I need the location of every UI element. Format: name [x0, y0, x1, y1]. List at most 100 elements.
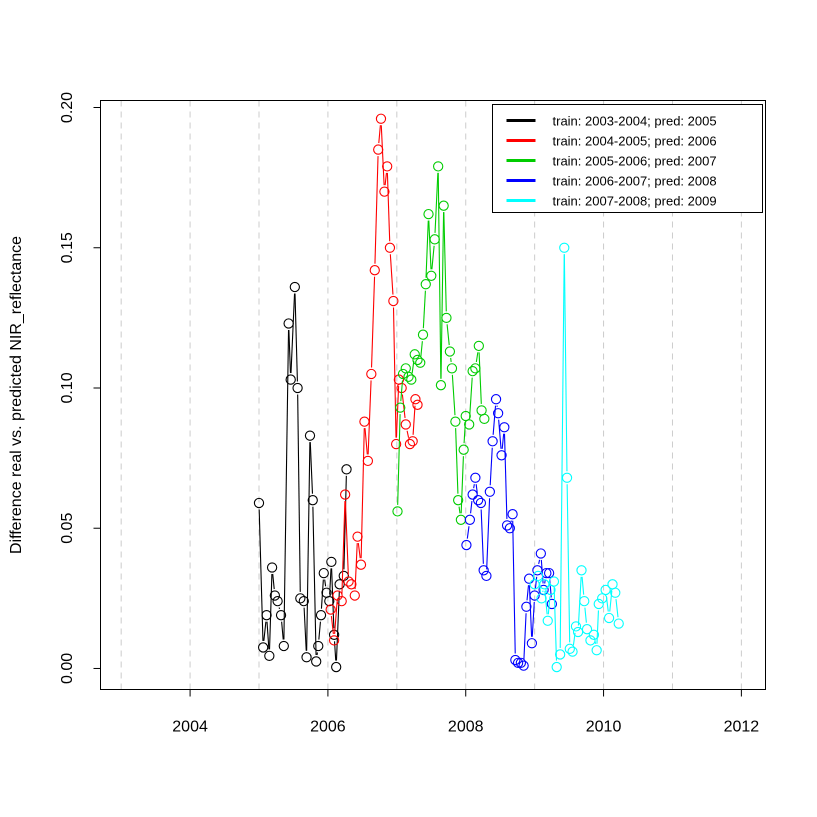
series-line-segment	[258, 509, 264, 641]
data-point	[390, 438, 402, 450]
series-line-segment	[297, 394, 301, 592]
data-point	[610, 587, 621, 598]
data-point	[295, 593, 306, 604]
x-tick-label: 2010	[586, 719, 622, 736]
series-line-segment	[470, 500, 473, 514]
data-point	[415, 357, 426, 368]
data-point	[603, 612, 615, 624]
data-point	[539, 579, 550, 590]
data-point	[261, 610, 272, 621]
series-line-segment	[489, 447, 493, 486]
data-point	[326, 556, 337, 568]
series-line-segment	[431, 245, 435, 270]
series-line-segment	[498, 419, 502, 449]
data-point	[331, 661, 342, 673]
series-line-segment	[397, 414, 401, 505]
series-line-segment	[566, 484, 571, 643]
series-line-segment	[455, 428, 459, 494]
data-point	[403, 371, 414, 382]
series-line-segment	[434, 172, 439, 233]
data-point	[307, 495, 318, 506]
series-line-segment	[389, 254, 394, 295]
series-line-segment	[559, 254, 565, 648]
data-point	[554, 649, 566, 660]
series-line-segment	[266, 621, 270, 650]
data-point	[512, 657, 524, 669]
data-point	[492, 408, 504, 419]
data-point	[464, 419, 475, 430]
data-point	[532, 565, 543, 576]
data-point	[464, 514, 476, 525]
series-line-segment	[615, 599, 619, 618]
data-point	[388, 295, 399, 307]
x-axis: 2004 2006 2008 2010 2012	[172, 689, 760, 736]
series-line-segment	[343, 475, 347, 570]
data-point	[407, 436, 418, 447]
data-point	[576, 565, 587, 576]
data-point	[346, 579, 357, 590]
data-point	[444, 346, 456, 357]
data-point	[266, 562, 278, 573]
series-line-segment	[425, 220, 429, 278]
series-line-segment	[341, 501, 346, 595]
y-tick-label: 0.00	[59, 653, 76, 684]
data-point	[441, 312, 452, 324]
data-point	[343, 576, 354, 587]
series-line-segment	[547, 596, 551, 615]
data-point	[373, 144, 384, 155]
series-line-segment	[480, 509, 484, 564]
series-line-segment	[451, 374, 456, 416]
data-point	[423, 208, 434, 220]
data-point	[535, 548, 546, 559]
series-line-segment	[553, 587, 558, 661]
y-axis: 0.00 0.05 0.10 0.15 0.20	[59, 92, 101, 684]
series-line-segment	[412, 405, 416, 435]
data-point	[536, 593, 547, 604]
legend-label: train: 2005-2006; pred: 2007	[553, 154, 717, 169]
series-line-segment	[584, 607, 587, 623]
x-tick-label: 2006	[310, 719, 346, 736]
y-tick-label: 0.20	[59, 92, 76, 123]
series-line-segment	[374, 156, 379, 264]
series-line-segment	[283, 329, 290, 640]
series-3	[392, 161, 490, 525]
series-line-segment	[303, 607, 307, 651]
series-line-segment	[609, 590, 613, 612]
series-line-segment	[400, 380, 404, 402]
series-line-segment	[531, 601, 535, 637]
series-line-segment	[334, 601, 338, 634]
series-line-segment	[290, 293, 296, 374]
series-line-segment	[306, 442, 311, 651]
series-line-segment	[384, 172, 388, 186]
data-point	[298, 596, 309, 607]
data-point	[551, 661, 562, 673]
y-tick-label: 0.10	[59, 372, 76, 403]
data-point	[412, 399, 423, 410]
data-point	[433, 161, 444, 172]
data-point	[473, 340, 484, 352]
data-point	[496, 450, 507, 461]
x-tick-label: 2012	[724, 719, 760, 736]
series-line-segment	[544, 590, 548, 615]
data-point	[318, 567, 329, 579]
data-point	[384, 242, 396, 253]
series-4	[461, 394, 558, 671]
series-line-segment	[581, 576, 585, 595]
y-tick-label: 0.15	[59, 232, 76, 263]
data-point	[420, 279, 431, 290]
series-line-segment	[324, 579, 327, 587]
series-line-segment	[443, 212, 447, 312]
series-line-segment	[420, 341, 423, 357]
series-line-segment	[386, 172, 391, 242]
data-point	[585, 635, 596, 646]
series-line-segment	[486, 498, 491, 570]
series-line-segment	[503, 433, 508, 519]
data-point	[435, 380, 447, 391]
data-point	[412, 354, 423, 366]
data-point	[289, 281, 300, 293]
data-point	[292, 382, 303, 394]
data-point	[379, 186, 390, 197]
data-point	[304, 430, 316, 441]
data-point	[467, 366, 478, 377]
